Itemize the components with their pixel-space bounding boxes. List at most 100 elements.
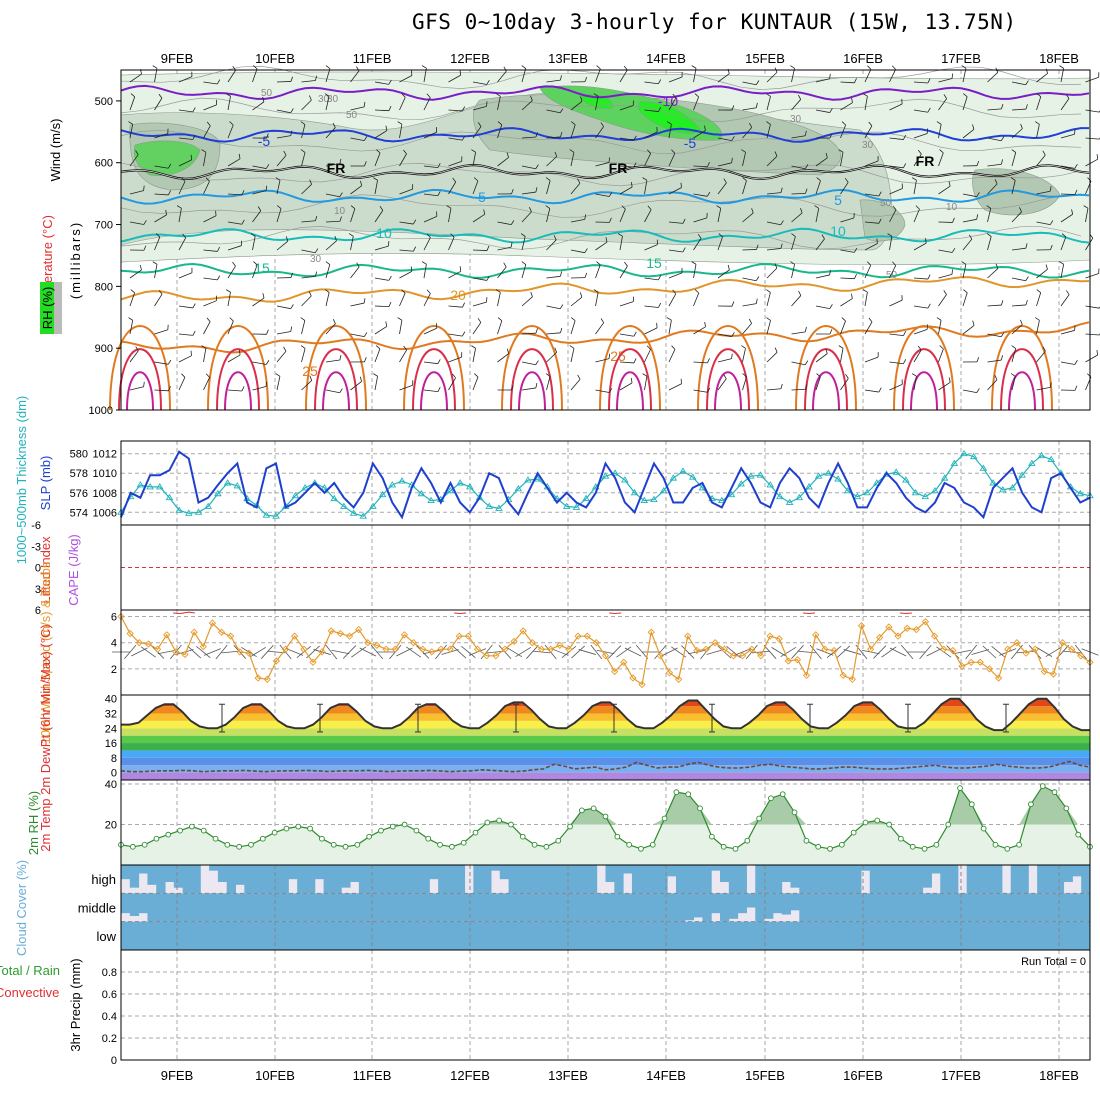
- wind10m-barb: [771, 647, 788, 657]
- wind-barb-feather: [217, 246, 221, 252]
- thickness-line-point: [931, 486, 939, 494]
- cloud-middle-bar: [984, 893, 994, 922]
- wind-barb: [791, 388, 806, 391]
- cloud-middle-bar: [640, 893, 651, 922]
- rh2m-line-point: [898, 835, 904, 842]
- thickness-line-point: [1037, 451, 1046, 459]
- thickness-line-point: [136, 481, 145, 488]
- wind-barb-feather: [682, 218, 686, 224]
- wind10m-line-point: [921, 618, 930, 626]
- wind-barb-feather: [671, 345, 676, 350]
- cloud-middle-bar: [869, 893, 880, 922]
- cloud-middle-bar: [385, 893, 395, 922]
- wind-barb-feather: [559, 108, 564, 113]
- thickness-line-point: [582, 494, 590, 502]
- wind-barb: [472, 180, 479, 195]
- wind-barb-feather: [800, 208, 803, 214]
- wind-barb-feather: [961, 65, 967, 69]
- wind-barb-feather: [939, 345, 944, 350]
- heat-contour: [697, 325, 759, 411]
- wind-barb: [913, 180, 917, 195]
- wind10m-line-point: [409, 639, 418, 647]
- wind-barb: [987, 359, 1002, 363]
- wind-barb: [374, 326, 387, 335]
- legend-total-rain: Total / Rain: [0, 963, 60, 978]
- isotherm-fr-inner: [120, 164, 1090, 180]
- wind-barb-feather: [477, 122, 482, 127]
- wind-barb: [766, 352, 778, 363]
- ylabel-temp2m: 2m Temp 2m DewPt (6hr Min/Max) (°C): [38, 624, 53, 851]
- thickness-line-point: [427, 496, 435, 504]
- heat-contour: [1000, 348, 1044, 411]
- wind-barb-feather: [697, 233, 702, 239]
- isotherm-label: 10: [830, 223, 846, 239]
- wind-barb-feather: [332, 122, 336, 128]
- wind-barb: [178, 237, 187, 251]
- isotherm-line: [120, 321, 1090, 354]
- wind-barb-feather: [462, 106, 465, 112]
- cloud-high-bar: [402, 865, 413, 894]
- wind-barb: [546, 376, 551, 391]
- wind-barb-feather: [694, 93, 699, 98]
- rh2m-line-point: [850, 829, 857, 836]
- date-label-bottom: 17FEB: [941, 1068, 981, 1083]
- rh2m-line-point: [590, 805, 597, 812]
- wind-barb-feather: [1059, 65, 1064, 69]
- wind-barb: [913, 277, 928, 280]
- wind-barb: [521, 264, 527, 279]
- wind-barb-feather: [621, 205, 626, 210]
- wind-barb: [399, 349, 407, 363]
- cloud-middle-bar: [1063, 893, 1073, 922]
- wind-barb: [1011, 152, 1017, 167]
- wind-barb: [1060, 264, 1065, 279]
- rh2m-line-point: [531, 841, 538, 848]
- wind-barb: [276, 208, 282, 223]
- wind-barb: [203, 215, 217, 223]
- wind-barb-feather: [168, 386, 171, 391]
- cloud-high-bar: [728, 865, 739, 894]
- thickness-line-point: [388, 481, 397, 488]
- wind-barb: [350, 236, 354, 251]
- wind-barb: [1011, 277, 1026, 282]
- thickness-line-point: [824, 469, 833, 476]
- wind-barb-feather: [804, 326, 807, 332]
- wind-barb-feather: [891, 65, 896, 70]
- wind-barb-feather: [217, 79, 221, 85]
- wind-barb-feather: [716, 205, 721, 209]
- date-label-bottom: 12FEB: [450, 1068, 490, 1083]
- wind-barb-feather: [579, 292, 583, 298]
- cloud-high-bar: [147, 865, 157, 885]
- wind-barb: [203, 125, 211, 139]
- wind10m-barb: [325, 644, 338, 660]
- wind10m-line-point: [464, 632, 473, 640]
- wind10m-line-point: [930, 632, 939, 640]
- ylabel-rh2m: 2m RH (%): [26, 791, 41, 855]
- cloud-middle-bar: [121, 893, 131, 914]
- wind-barb: [840, 320, 846, 335]
- wind-barb-feather: [511, 189, 514, 194]
- wind10m-line-point: [565, 645, 573, 653]
- cloud-middle-bar: [746, 893, 756, 908]
- rh2m-line-point: [319, 835, 325, 842]
- cloud-high-bar: [631, 865, 642, 894]
- wind-barb-feather: [609, 217, 612, 223]
- cloud-high-bar: [570, 865, 580, 894]
- wind10m-line-point: [592, 639, 600, 647]
- wind10m-line-point: [958, 662, 966, 670]
- cloud-middle-bar: [922, 893, 932, 922]
- wind-barb: [227, 124, 234, 139]
- wind-barb-feather: [290, 326, 293, 332]
- wind-barb-feather: [421, 261, 427, 265]
- wind-barb: [595, 358, 610, 363]
- wind-barb-feather: [266, 133, 269, 139]
- wind-barb: [546, 136, 561, 139]
- wind-barb-feather: [600, 318, 605, 323]
- thickness-line-point: [911, 488, 920, 496]
- wind10m-barb: [203, 648, 221, 656]
- wind-barb: [399, 271, 413, 279]
- wind10m-line-point: [135, 639, 143, 647]
- wind10m-barb: [1036, 647, 1053, 657]
- isotherm-label: 15: [646, 255, 662, 271]
- wind-barb-feather: [1074, 129, 1076, 135]
- wind-barb: [742, 277, 757, 282]
